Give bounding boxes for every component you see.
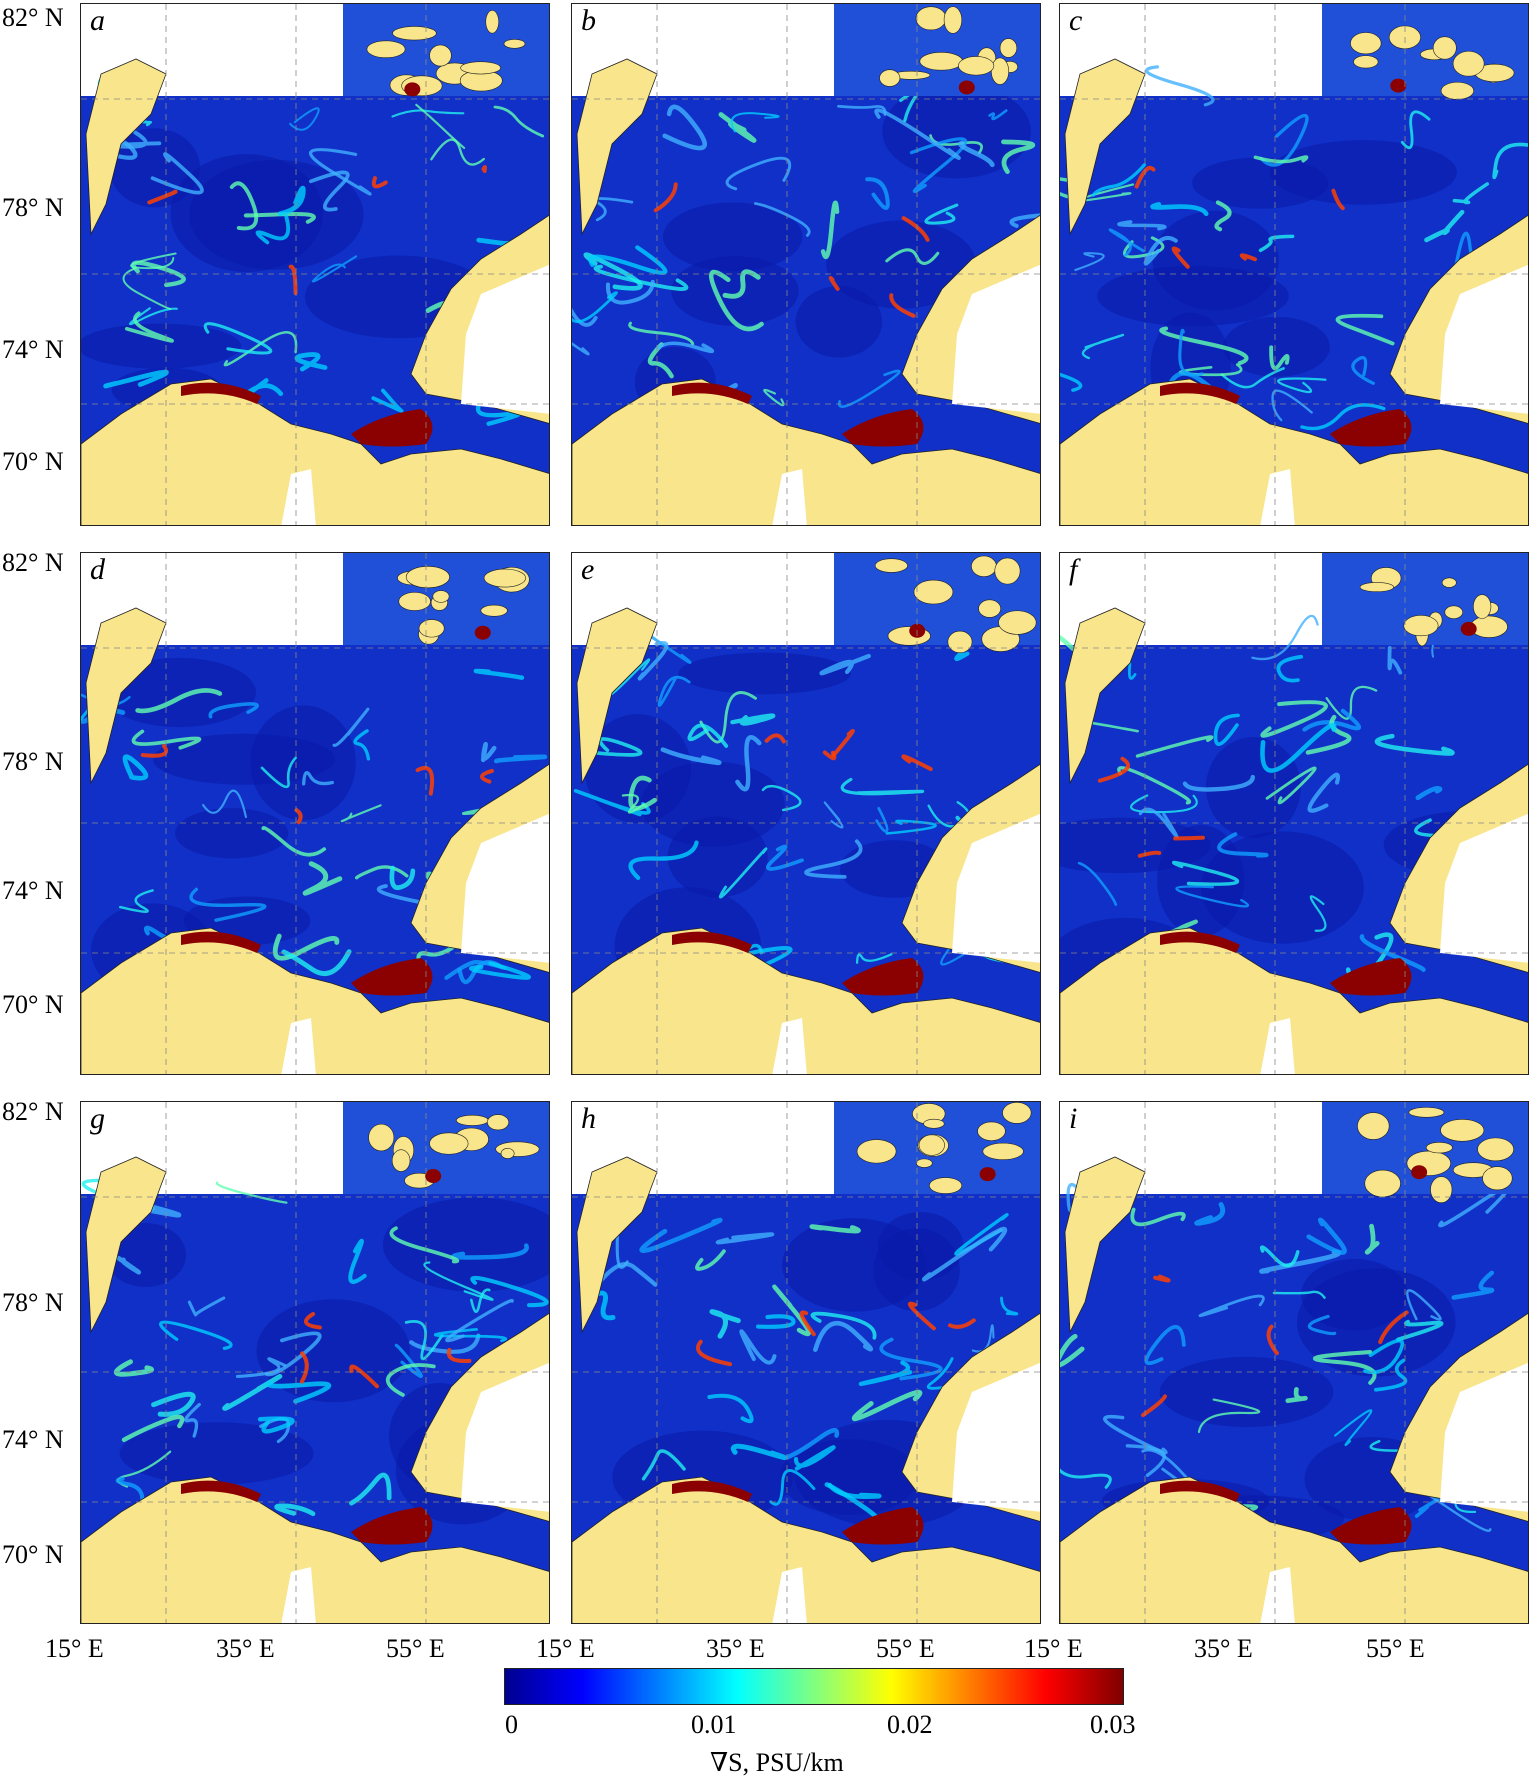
lat-label-82: 82° N (2, 1097, 64, 1126)
panel-letter: c (1069, 4, 1083, 37)
map-panel-a: a (80, 3, 550, 526)
lon-label-15: 15° E (1024, 1634, 1083, 1663)
map-panel-e: e (571, 552, 1041, 1075)
map-panel-h: h (571, 1101, 1041, 1624)
lat-label-74: 74° N (2, 876, 64, 905)
lat-label-78: 78° N (2, 1288, 64, 1317)
panel-letter: a (90, 4, 105, 37)
colorbar (504, 1668, 1124, 1705)
colorbar-title: ∇S, PSU/km (710, 1748, 844, 1777)
lon-label-55: 55° E (1366, 1634, 1425, 1663)
lon-label-55: 55° E (386, 1634, 445, 1663)
map-panel-d: d (80, 552, 550, 1075)
map-field (1060, 553, 1528, 1074)
panel-letter: g (90, 1102, 105, 1135)
lat-label-70: 70° N (2, 990, 64, 1019)
map-field (572, 4, 1040, 525)
lat-label-82: 82° N (2, 3, 64, 32)
panel-letter: h (581, 1102, 596, 1135)
lat-label-70: 70° N (2, 447, 64, 476)
map-field (572, 553, 1040, 1074)
lat-label-74: 74° N (2, 1425, 64, 1454)
map-field (1060, 4, 1528, 525)
lat-label-70: 70° N (2, 1540, 64, 1569)
map-field (572, 1102, 1040, 1623)
lon-label-55: 55° E (876, 1634, 935, 1663)
map-field (81, 1102, 549, 1623)
map-panel-g: g (80, 1101, 550, 1624)
lat-label-78: 78° N (2, 193, 64, 222)
lon-label-35: 35° E (1194, 1634, 1253, 1663)
panel-letter: d (90, 553, 105, 586)
panel-letter: f (1069, 553, 1078, 586)
colorbar-tick-0-03: 0.03 (1090, 1710, 1136, 1739)
lat-label-78: 78° N (2, 747, 64, 776)
lon-label-35: 35° E (706, 1634, 765, 1663)
map-panel-i: i (1059, 1101, 1529, 1624)
colorbar-tick-0-02: 0.02 (887, 1710, 933, 1739)
lon-label-15: 15° E (45, 1634, 104, 1663)
map-panel-b: b (571, 3, 1041, 526)
colorbar-tick-0-01: 0.01 (691, 1710, 737, 1739)
lon-label-15: 15° E (536, 1634, 595, 1663)
lat-label-74: 74° N (2, 335, 64, 364)
map-panel-f: f (1059, 552, 1529, 1075)
panel-letter: i (1069, 1102, 1078, 1135)
map-field (1060, 1102, 1528, 1623)
map-field (81, 553, 549, 1074)
panel-letter: b (581, 4, 596, 37)
lon-label-35: 35° E (216, 1634, 275, 1663)
map-field (81, 4, 549, 525)
map-panel-c: c (1059, 3, 1529, 526)
panel-letter: e (581, 553, 595, 586)
lat-label-82: 82° N (2, 548, 64, 577)
colorbar-tick-0: 0 (505, 1710, 518, 1739)
